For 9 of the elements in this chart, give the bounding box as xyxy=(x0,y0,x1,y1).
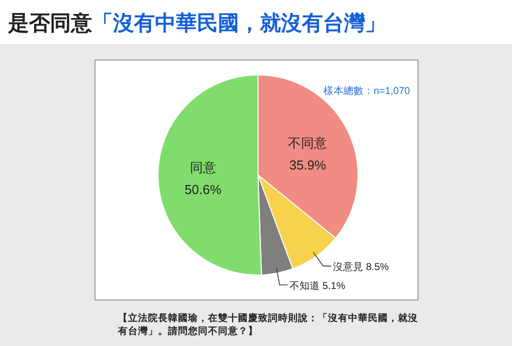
data-label: 50.6% xyxy=(184,182,222,197)
slice-label: 沒意見 8.5% xyxy=(333,261,389,274)
chart-title: 是否同意「沒有中華民國，就沒有台灣」 xyxy=(7,11,386,35)
data-label: 35.9% xyxy=(289,157,327,172)
text: 樣本總數：n=1,070 xyxy=(324,85,410,97)
slice-label: 不同意 xyxy=(288,135,328,150)
slice-label: 不知道 5.1% xyxy=(290,280,346,292)
slice-label: 同意 xyxy=(190,160,216,175)
text: 【立法院長韓國瑜，在雙十國慶致詞時則說：「沒有中華民國，就沒有台灣」。請問您同不同意？】 xyxy=(118,312,418,338)
